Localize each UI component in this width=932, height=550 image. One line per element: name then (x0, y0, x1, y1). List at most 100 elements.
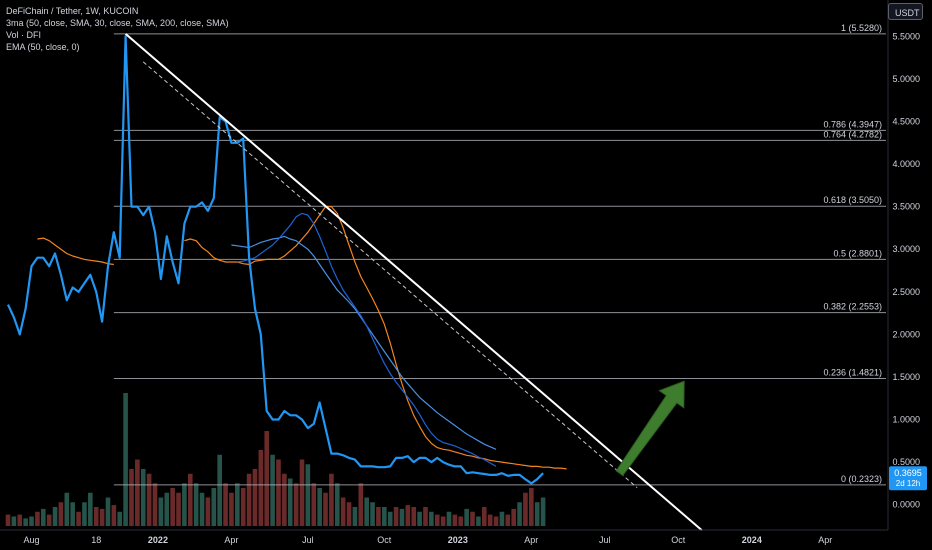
volume-bar (264, 431, 270, 526)
fib-level-label: 0.5 (2.8801) (833, 248, 882, 258)
volume-bar (293, 483, 299, 526)
time-axis-tick: Apr (524, 535, 538, 545)
volume-bar (164, 492, 170, 526)
volume-bar (440, 516, 446, 526)
volume-bar (476, 516, 481, 526)
time-axis-tick: 2022 (148, 535, 168, 545)
time-axis-tick: 2023 (448, 535, 468, 545)
volume-bar (88, 492, 93, 526)
price-axis-tick: 0.0000 (892, 500, 920, 510)
volume-bar (170, 488, 175, 526)
volume-bar (123, 393, 128, 526)
volume-bar (217, 454, 222, 526)
volume-bar (235, 483, 240, 526)
volume-bar (176, 492, 181, 526)
volume-bar (517, 502, 522, 526)
volume-bar (135, 459, 140, 526)
volume-bar (376, 507, 381, 526)
volume-bar (282, 473, 287, 526)
volume-bar (276, 459, 281, 526)
resistance-trendline (124, 33, 703, 532)
volume-bar (299, 459, 305, 526)
time-axis[interactable]: Aug 18 2022 Apr Jul Oct 2023 Apr Jul Oct 2024 Apr (24, 535, 833, 545)
volume-bar (287, 478, 293, 526)
volume-bar (76, 511, 81, 526)
volume-bar (182, 483, 187, 526)
bullish-arrow (615, 380, 685, 477)
volume-bar (511, 508, 516, 526)
price-axis-tick: 0.5000 (892, 457, 920, 467)
price-axis[interactable]: 5.5000 5.0000 4.5000 4.0000 3.5000 3.0000 2.50… (892, 31, 920, 509)
volume-bar (40, 508, 46, 526)
volume-bar (382, 507, 387, 526)
volume-bar (493, 516, 499, 526)
volume-bar (429, 511, 434, 526)
volume-bar (211, 488, 217, 526)
volume-bar (29, 516, 34, 526)
volume-bar (17, 514, 23, 526)
volume-bar (158, 497, 164, 526)
volume-bar (99, 508, 105, 526)
fib-level-label: 0.764 (4.2782) (823, 129, 882, 139)
ema-line-early (37, 237, 114, 266)
time-axis-tick: 18 (91, 535, 101, 545)
currency-button[interactable]: USDT (888, 3, 923, 20)
series-lines (7, 35, 567, 485)
legend-ma-indicator[interactable]: 3ma (50, close, SMA, 30, close, SMA, 200… (6, 18, 229, 28)
last-price-badge (889, 466, 927, 491)
price-axis-tick: 5.5000 (892, 31, 920, 41)
price-axis-tick: 3.5000 (892, 202, 920, 212)
volume-bar (246, 473, 252, 526)
volume-bar (358, 483, 364, 526)
volume-bar (399, 508, 405, 526)
volume-bar (117, 511, 123, 526)
volume-bar (523, 492, 528, 526)
price-axis-tick: 4.0000 (892, 159, 920, 169)
volume-bar (105, 497, 111, 526)
fib-level-label: 0.382 (2.2553) (823, 302, 882, 312)
legend-symbol[interactable]: DeFiChain / Tether, 1W, KUCOIN (6, 6, 139, 16)
volume-bar (540, 497, 546, 526)
dashed-trendline (142, 61, 638, 489)
time-axis-tick: Apr (818, 535, 832, 545)
legend-ema-indicator[interactable]: EMA (50, close, 0) (6, 42, 80, 52)
volume-bar (5, 514, 11, 526)
volume-bar (305, 464, 311, 526)
sma-30-line (237, 212, 497, 467)
volume-bar (223, 483, 228, 526)
last-price-value: 0.3695 (894, 468, 922, 478)
volume-bar (434, 514, 440, 526)
chart-legend: DeFiChain / Tether, 1W, KUCOIN 3ma (50, … (6, 5, 229, 53)
volume-bar (499, 511, 505, 526)
volume-bar (323, 492, 328, 526)
price-axis-tick: 2.0000 (892, 329, 920, 339)
volume-bar (93, 507, 99, 526)
volume-bar (417, 511, 422, 526)
price-axis-tick: 4.5000 (892, 116, 920, 126)
price-axis-tick: 1.0000 (892, 415, 920, 425)
price-axis-tick: 2.5000 (892, 287, 920, 297)
volume-bar (411, 507, 417, 526)
volume-bar (205, 497, 211, 526)
volume-bar (35, 511, 40, 526)
volume-bar (464, 508, 469, 526)
bar-countdown: 2d 12h (896, 479, 920, 488)
volume-bar (446, 511, 452, 526)
drawings[interactable] (124, 33, 703, 532)
volume-bar (352, 507, 358, 526)
price-line (7, 35, 544, 485)
price-axis-tick: 1.5000 (892, 372, 920, 382)
volume-bar (199, 492, 205, 526)
price-axis-tick: 5.0000 (892, 74, 920, 84)
volume-bar (470, 511, 475, 526)
volume-bar (58, 502, 64, 526)
fib-level-label: 0.236 (1.4821) (823, 367, 882, 377)
volume-bar (252, 469, 258, 526)
volume-bar (370, 502, 375, 526)
legend-volume-indicator[interactable]: Vol · DFI (6, 30, 42, 40)
volume-bar (505, 514, 511, 526)
volume-bar (346, 502, 352, 526)
